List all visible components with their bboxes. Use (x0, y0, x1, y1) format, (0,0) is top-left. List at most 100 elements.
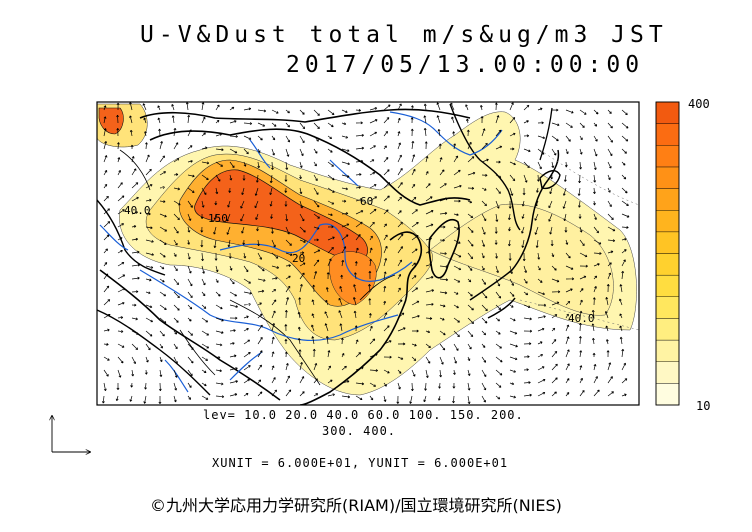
wind-arrow (467, 330, 474, 338)
wind-arrow (537, 354, 544, 358)
wind-arrow (254, 187, 259, 196)
wind-arrow (439, 157, 443, 163)
wind-arrow (451, 116, 455, 124)
wind-arrow (257, 364, 262, 371)
wind-arrow (327, 122, 334, 128)
wind-arrow (537, 315, 546, 319)
wind-arrow (187, 265, 192, 274)
river-yellow (219, 223, 413, 282)
wind-arrow (383, 223, 387, 228)
wind-arrow (551, 290, 561, 294)
wind-arrow (201, 369, 207, 374)
wind-arrow (299, 122, 306, 130)
wind-arrow (509, 174, 516, 182)
wind-arrow (271, 265, 280, 269)
wind-arrow (173, 142, 179, 150)
wind-arrow (327, 393, 335, 397)
wind-arrow (173, 317, 179, 323)
wind-arrow (243, 378, 250, 384)
wind-arrow (269, 200, 273, 207)
wind-arrow (536, 187, 539, 193)
wind-arrow (341, 259, 345, 267)
wind-arrow (201, 304, 207, 309)
wind-arrow (425, 356, 431, 364)
border-china-west (97, 199, 211, 396)
wind-arrow (565, 239, 569, 245)
colorbar-swatch (655, 231, 680, 254)
wind-arrow (229, 354, 237, 358)
wind-arrow (579, 310, 583, 319)
wind-arrow (285, 135, 290, 143)
wind-arrow (341, 234, 349, 241)
wind-arrow (537, 121, 544, 125)
wind-arrow (439, 304, 446, 308)
wind-arrow (187, 304, 193, 310)
wind-arrow (383, 117, 390, 124)
wind-arrow (425, 156, 429, 163)
wind-arrow (146, 212, 151, 216)
wind-arrow (341, 380, 350, 384)
wind-arrow (411, 196, 417, 202)
wind-arrow (355, 133, 365, 137)
wind-arrow (495, 356, 503, 363)
wind-arrow (299, 174, 302, 180)
border-inner-1 (229, 274, 396, 386)
wind-arrow (103, 234, 110, 241)
wind-arrow (257, 391, 263, 397)
wind-arrow (537, 378, 546, 384)
wind-arrow (621, 249, 627, 254)
wind-arrow (410, 128, 414, 137)
wind-arrow (354, 325, 358, 332)
wind-arrow (439, 265, 448, 269)
wind-arrow (607, 122, 613, 129)
colorbar-swatch (655, 274, 680, 297)
colorbar-frame (655, 101, 680, 406)
wind-arrow (577, 200, 581, 208)
wind-arrow (200, 239, 204, 248)
wind-arrow (397, 221, 403, 228)
wind-arrow (352, 297, 357, 306)
wind-arrow (270, 213, 273, 219)
wind-arrow (327, 350, 331, 358)
wind-arrow (201, 317, 209, 323)
wind-arrow (369, 208, 377, 215)
wind-arrow (187, 114, 191, 124)
map-contents: 40.0 150 20 60 40.0 (97, 102, 639, 405)
wind-arrow (621, 226, 629, 229)
wind-arrow (453, 199, 461, 203)
wind-arrow (340, 274, 344, 280)
wind-arrow (495, 304, 502, 310)
wind-arrow (467, 382, 471, 391)
wind-arrow (299, 161, 303, 168)
wind-arrow (131, 156, 135, 163)
wind-arrow (201, 343, 210, 349)
wind-arrow (397, 382, 401, 390)
wind-arrow (453, 291, 459, 295)
wind-arrow (200, 226, 204, 233)
wind-arrow (565, 313, 569, 319)
wind-arrow (213, 226, 217, 235)
wind-arrow (397, 117, 401, 124)
coastline-russia-east (449, 103, 521, 231)
wind-arrow (548, 213, 553, 222)
wind-arrow (117, 142, 120, 150)
wind-arrow (523, 104, 530, 111)
wind-arrow (481, 226, 486, 235)
wind-arrow (467, 226, 474, 233)
wind-arrow (411, 209, 418, 215)
wind-arrow (145, 226, 153, 230)
wind-arrow (341, 395, 351, 399)
wind-arrow (201, 102, 205, 111)
wind-arrow (312, 284, 316, 293)
wind-arrow (145, 265, 154, 269)
wind-arrow (201, 356, 209, 361)
wind-arrow (607, 262, 612, 267)
wind-arrow (103, 169, 108, 176)
wind-arrow (621, 348, 625, 358)
wind-arrow (593, 122, 598, 127)
wind-arrow (369, 119, 378, 124)
wind-arrow (593, 226, 599, 234)
wind-arrow (340, 337, 344, 345)
wind-arrow (313, 122, 320, 130)
wind-arrow (438, 143, 442, 150)
